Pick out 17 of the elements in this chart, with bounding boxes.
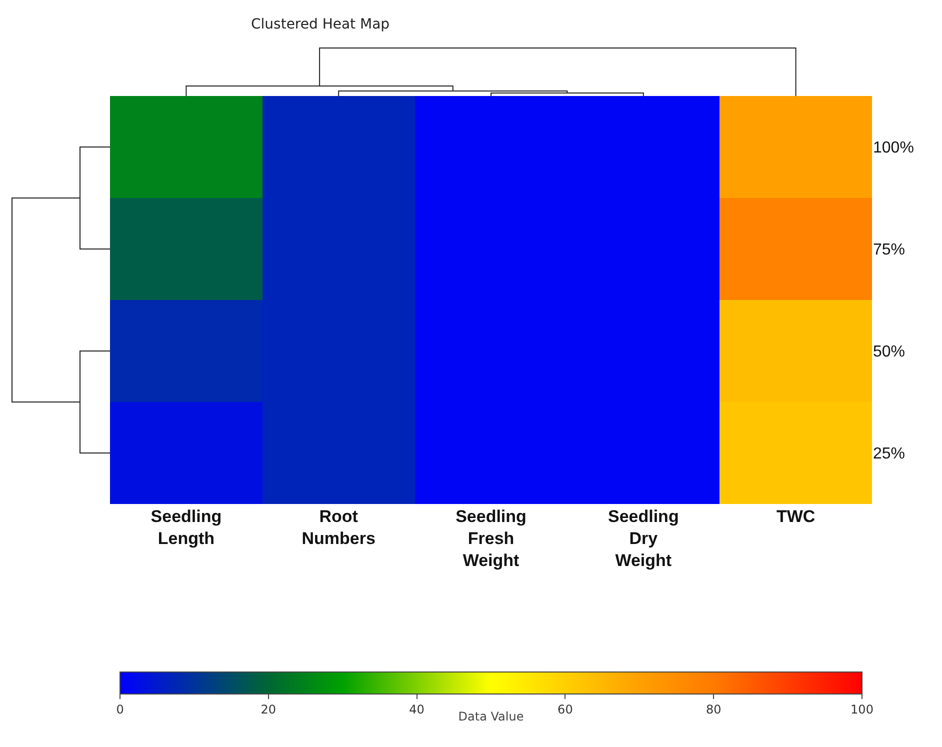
x-tick-label: Seedling Dry Weight xyxy=(608,507,679,570)
chart-title: Clustered Heat Map xyxy=(251,16,390,32)
y-tick-label: 50% xyxy=(873,344,906,361)
color-bar-label: 100 xyxy=(850,702,874,716)
x-tick-label: Seedling Length xyxy=(150,507,222,548)
x-tick-label: TWC xyxy=(776,507,816,526)
color-bar-label: 40 xyxy=(409,702,424,716)
x-tick-label: Seedling Fresh Weight xyxy=(456,507,526,570)
color-bar-title: Data Value xyxy=(458,710,524,724)
color-bar-label: 20 xyxy=(260,702,276,716)
color-bar-label: 60 xyxy=(558,702,573,716)
color-bar-label: 0 xyxy=(116,702,124,716)
y-tick-label: 25% xyxy=(873,446,906,463)
y-tick-label: 100% xyxy=(873,140,914,157)
x-tick-label: Root Numbers xyxy=(302,507,376,548)
color-bar-label: 80 xyxy=(706,702,722,716)
y-tick-label: 75% xyxy=(873,242,906,259)
